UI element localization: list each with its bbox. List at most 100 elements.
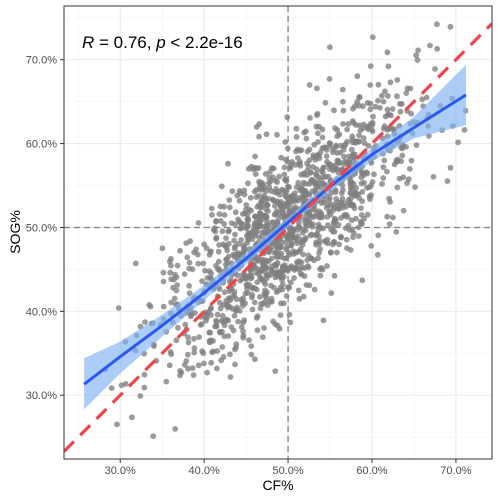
scatter-point (407, 85, 414, 92)
scatter-point (361, 172, 367, 178)
scatter-point (223, 235, 229, 242)
scatter-point (228, 220, 235, 227)
scatter-point (365, 126, 372, 133)
scatter-point (289, 159, 295, 165)
scatter-point (291, 275, 297, 281)
scatter-point (259, 276, 265, 283)
scatter-point (390, 214, 396, 221)
scatter-point (379, 181, 385, 187)
scatter-point (261, 184, 268, 191)
scatter-point (293, 148, 299, 155)
scatter-point (195, 220, 202, 226)
panel-border (63, 5, 493, 460)
identity-line-group (64, 22, 492, 453)
scatter-point (226, 295, 232, 302)
scatter-point (166, 362, 173, 369)
scatter-point (355, 191, 362, 198)
identity-line (64, 22, 492, 453)
scatter-point (256, 133, 262, 140)
scatter-point (192, 310, 198, 316)
scatter-point (413, 142, 420, 149)
scatter-point (398, 101, 405, 107)
scatter-point (415, 47, 421, 54)
scatter-point (186, 283, 193, 289)
scatter-point (277, 284, 284, 291)
scatter-point (243, 206, 249, 213)
scatter-point (358, 180, 365, 187)
scatter-point (168, 351, 175, 358)
x-tick-label: 50.0% (272, 465, 303, 477)
scatter-point (191, 335, 197, 342)
scatter-point (225, 317, 232, 324)
scatter-point (195, 260, 202, 267)
scatter-point (160, 269, 167, 276)
scatter-point (231, 312, 238, 319)
scatter-point (381, 157, 388, 164)
scatter-point (380, 164, 387, 171)
scatter-point (146, 302, 153, 308)
scatter-point (314, 112, 320, 119)
scatter-point (185, 365, 191, 372)
scatter-point (286, 311, 293, 318)
scatter-point (369, 179, 376, 185)
scatter-point (372, 103, 379, 110)
scatter-point (251, 299, 258, 306)
scatter-point (361, 140, 368, 147)
scatter-point (236, 197, 243, 204)
scatter-point (262, 298, 268, 305)
scatter-point (316, 180, 323, 187)
scatter-point (171, 295, 178, 302)
scatter-point (324, 214, 331, 220)
scatter-point (129, 414, 135, 421)
scatter-point (327, 140, 333, 147)
scatter-point (227, 351, 233, 358)
scatter-point (231, 292, 238, 298)
scatter-point (338, 234, 344, 240)
scatter-point (182, 321, 189, 328)
scatter-point (317, 224, 324, 231)
scatter-point (206, 339, 213, 346)
scatter-point (356, 132, 362, 139)
scatter-point (132, 260, 139, 267)
scatter-point (227, 374, 234, 380)
scatter-point (269, 298, 275, 305)
scatter-point (200, 350, 207, 357)
scatter-point (277, 312, 284, 319)
scatter-point (340, 121, 346, 127)
scatter-point (316, 250, 322, 256)
scatter-point (248, 351, 255, 358)
scatter-point (307, 178, 314, 185)
scatter-point (213, 218, 219, 224)
scatter-point (289, 192, 296, 199)
scatter-point (387, 79, 394, 86)
scatter-point (273, 186, 279, 192)
scatter-point (185, 334, 192, 341)
scatter-point (334, 149, 340, 156)
scatter-point (384, 49, 391, 56)
scatter-point (300, 251, 306, 258)
scatter-point (243, 281, 250, 288)
scatter-point (336, 241, 342, 248)
scatter-point (214, 365, 220, 372)
scatter-point (369, 34, 376, 40)
scatter-point (344, 126, 350, 133)
scatter-point (253, 124, 260, 130)
scatter-point (367, 63, 374, 69)
scatter-point (195, 362, 202, 369)
scatter-point (320, 169, 326, 176)
scatter-point (298, 239, 305, 245)
scatter-point (303, 213, 309, 219)
scatter-point (322, 99, 329, 106)
scatter-point (160, 278, 167, 285)
scatter-point (327, 249, 334, 256)
scatter-point (137, 393, 144, 399)
scatter-point (281, 171, 288, 178)
scatter-point (283, 293, 290, 299)
scatter-point (247, 194, 254, 201)
scatter-point (348, 146, 355, 153)
scatter-point (229, 188, 236, 195)
scatter-point (277, 202, 284, 209)
scatter-point (204, 315, 210, 321)
scatter-point (340, 98, 346, 105)
